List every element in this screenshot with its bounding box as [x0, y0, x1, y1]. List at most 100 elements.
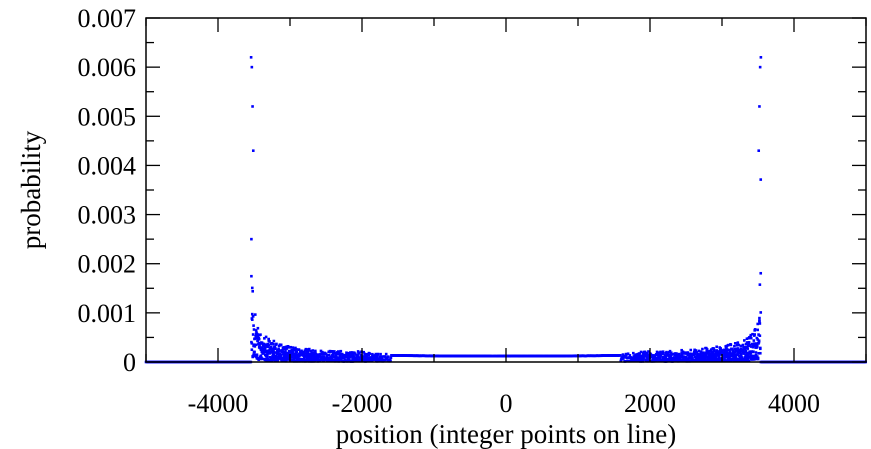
data-point: [645, 356, 648, 359]
data-point: [269, 356, 273, 360]
data-point: [339, 349, 343, 353]
data-point: [312, 353, 316, 357]
data-point: [728, 356, 731, 359]
data-point: [655, 350, 659, 354]
data-point: [294, 346, 297, 350]
data-point: [251, 289, 255, 293]
data-point: [252, 353, 255, 357]
data-point: [625, 359, 629, 363]
data-point: [291, 346, 295, 349]
data-point: [381, 356, 384, 360]
data-point: [322, 355, 326, 359]
data-point: [756, 322, 760, 326]
data-point: [649, 353, 653, 357]
data-point: [279, 343, 283, 347]
data-point: [727, 348, 731, 352]
data-point: [250, 342, 254, 345]
data-point: [759, 271, 763, 275]
data-point: [286, 346, 290, 349]
data-point: [315, 358, 318, 362]
data-point: [744, 354, 747, 357]
data-point: [250, 237, 253, 241]
data-point: [739, 351, 742, 354]
data-point: [374, 354, 377, 358]
data-point: [756, 357, 760, 361]
data-point: [678, 357, 682, 360]
data-point: [255, 336, 258, 340]
data-point: [253, 337, 257, 340]
data-point: [302, 354, 306, 358]
data-point: [358, 351, 361, 354]
data-point: [694, 349, 698, 352]
y-tick-labels: 0 0.001 0.002 0.003 0.004 0.005 0.006 0.007: [78, 4, 137, 377]
data-point: [258, 344, 261, 347]
data-point: [759, 351, 762, 355]
data-point: [747, 355, 750, 358]
data-point: [303, 349, 307, 352]
x-tick-label: 2000: [624, 389, 676, 418]
data-point: [739, 347, 743, 351]
data-point: [726, 348, 729, 351]
data-point: [737, 343, 741, 347]
data-point: [289, 345, 293, 349]
data-point: [746, 341, 749, 344]
data-point: [748, 343, 752, 347]
data-point: [755, 357, 758, 361]
data-point: [671, 353, 674, 356]
data-point: [697, 349, 701, 353]
data-point: [252, 324, 255, 327]
data-point: [379, 359, 383, 362]
data-point: [295, 348, 298, 351]
data-point: [705, 348, 709, 351]
data-point: [334, 354, 338, 357]
data-point: [333, 350, 336, 353]
data-point: [753, 328, 757, 331]
data-point: [267, 337, 270, 341]
data-point: [277, 347, 280, 351]
data-point: [727, 343, 730, 347]
data-point: [758, 319, 761, 322]
data-point: [707, 351, 710, 355]
data-point: [680, 348, 683, 352]
data-point: [735, 349, 739, 352]
data-point: [751, 332, 754, 336]
data-point: [255, 331, 258, 335]
data-point: [668, 349, 672, 353]
data-point: [252, 343, 256, 346]
data-point: [253, 350, 256, 354]
data-point: [755, 345, 759, 349]
data-point: [349, 351, 352, 354]
data-point: [313, 359, 317, 362]
x-axis-title: position (integer points on line): [336, 419, 676, 449]
data-point: [253, 345, 257, 348]
data-point: [295, 350, 299, 354]
y-tick-label: 0.007: [78, 4, 137, 33]
data-point: [341, 353, 344, 357]
y-tick-label: 0: [123, 348, 136, 377]
data-point: [662, 351, 665, 355]
data-point: [686, 357, 690, 361]
data-point: [758, 316, 761, 320]
data-point: [709, 359, 712, 362]
data-point: [730, 354, 733, 358]
peak-point: [249, 56, 253, 59]
data-point: [746, 359, 749, 362]
data-point: [641, 354, 645, 357]
data-point: [758, 283, 762, 286]
data-point: [293, 355, 297, 358]
peak-point: [250, 65, 254, 69]
data-point: [755, 336, 759, 340]
data-point: [743, 359, 747, 363]
data-point: [684, 357, 688, 361]
data-point: [313, 356, 316, 360]
data-point: [749, 345, 753, 348]
data-point: [351, 353, 355, 356]
data-point: [714, 353, 718, 357]
data-point: [368, 352, 372, 355]
data-point: [743, 339, 746, 342]
data-point: [676, 353, 679, 357]
data-point: [754, 342, 758, 345]
data-point: [633, 354, 637, 358]
data-point: [256, 332, 259, 336]
data-point: [306, 350, 310, 354]
